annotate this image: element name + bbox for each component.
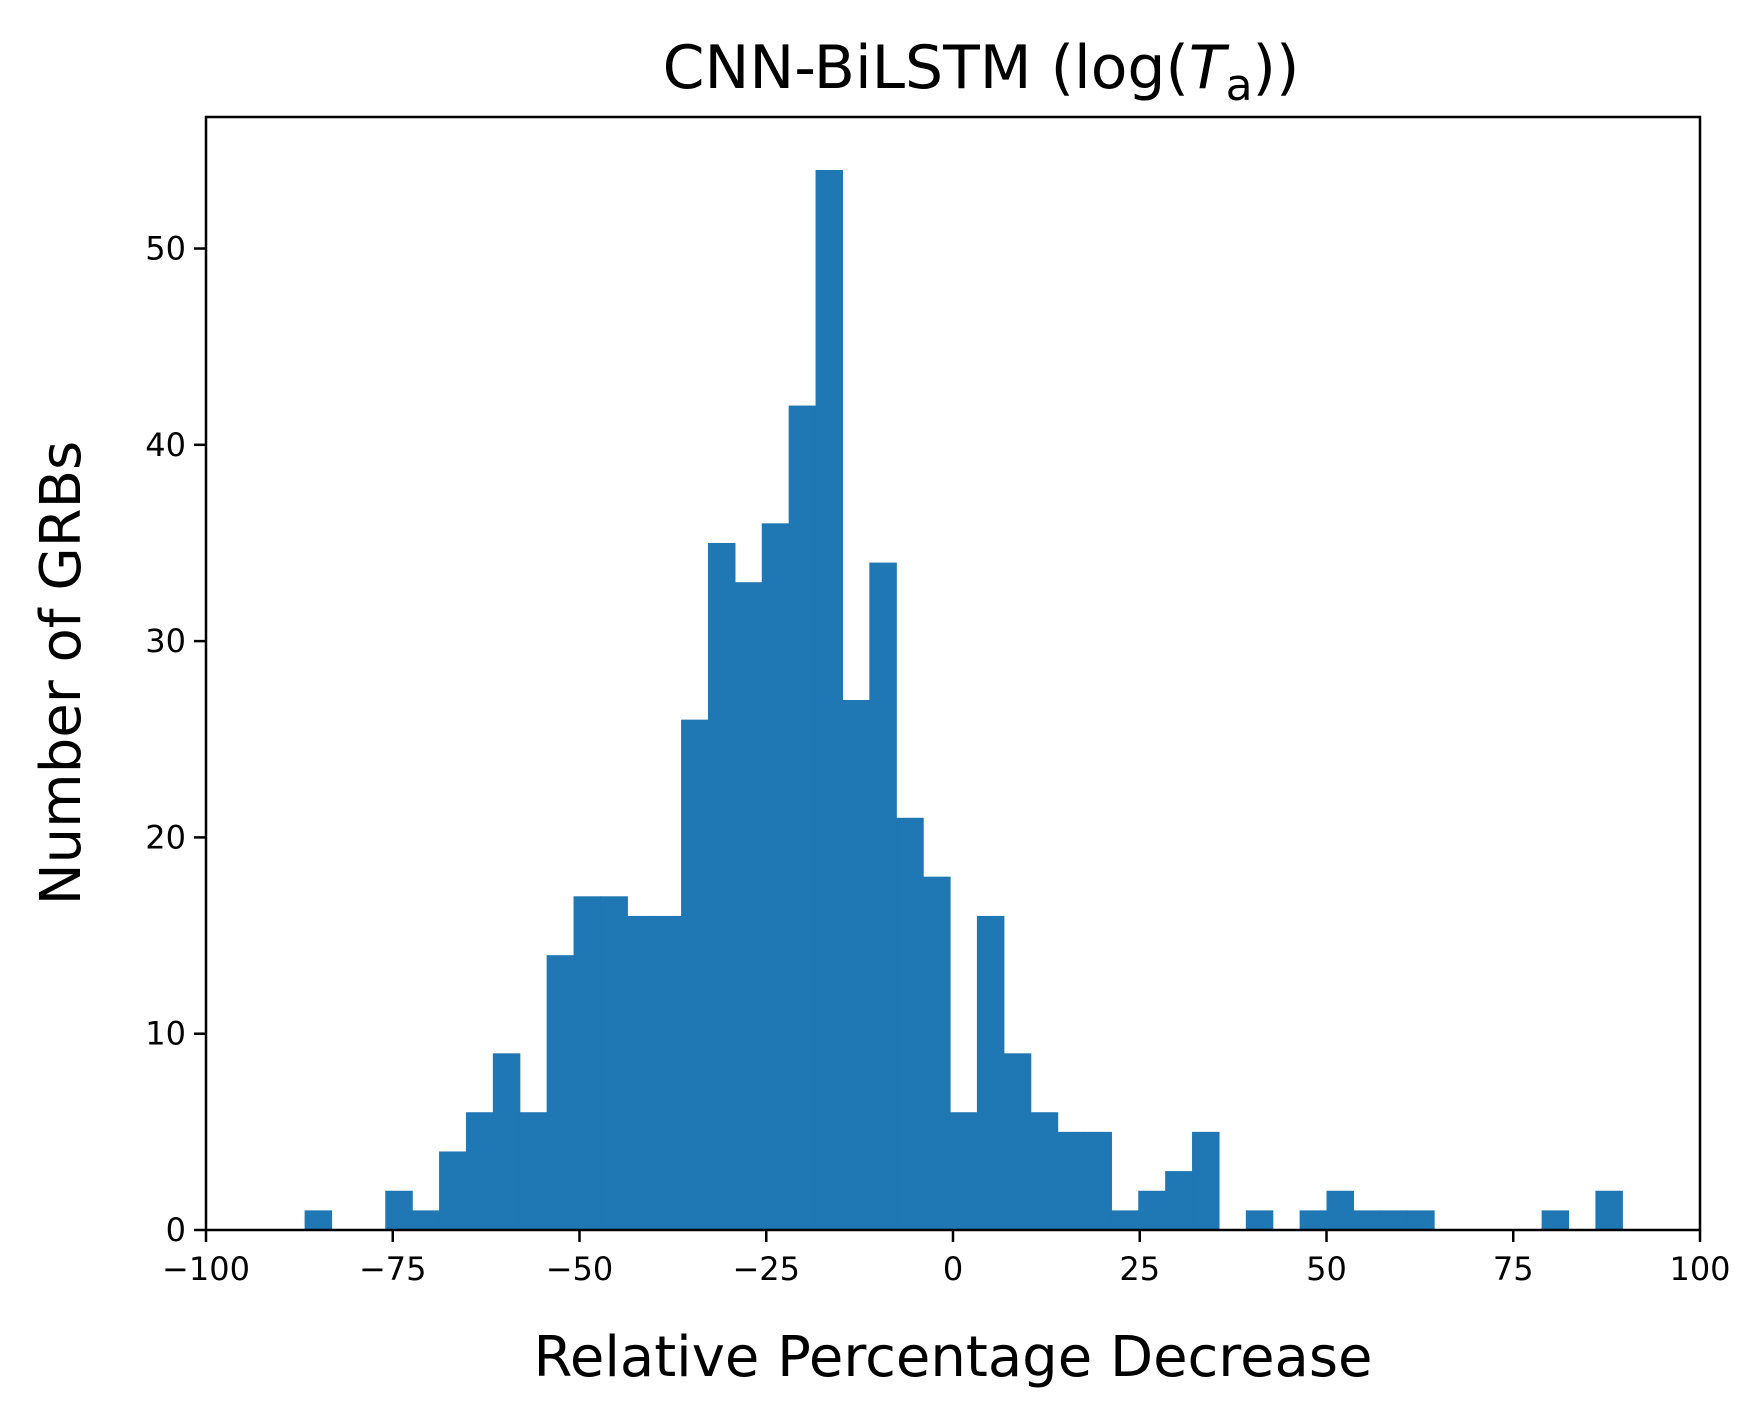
chart-title-main: CNN-BiLSTM (log( (663, 33, 1189, 103)
x-axis-label: Relative Percentage Decrease (533, 1325, 1372, 1390)
y-tick-label: 10 (145, 1015, 186, 1053)
histogram-bar (1111, 1210, 1139, 1230)
x-tick-label: −50 (546, 1250, 614, 1288)
histogram-bar (1245, 1210, 1274, 1230)
chart-title-end: )) (1253, 33, 1300, 103)
histogram-bar (439, 1151, 467, 1230)
histogram-bar (842, 700, 870, 1230)
histogram-bar (1084, 1131, 1112, 1230)
histogram-bar (465, 1112, 494, 1230)
x-tick-label: 0 (943, 1250, 963, 1288)
histogram-bar (869, 562, 897, 1230)
histogram-bar (923, 876, 951, 1230)
chart-title-variable: T (1189, 33, 1230, 103)
histogram-bars (304, 170, 1623, 1230)
y-axis-label: Number of GRBs (29, 441, 94, 905)
y-tick-label: 0 (166, 1211, 186, 1249)
histogram-bar (761, 523, 790, 1230)
y-tick-label: 30 (145, 622, 186, 660)
histogram-bar (385, 1190, 413, 1230)
histogram-bar (1299, 1210, 1328, 1230)
x-tick-label: −100 (162, 1250, 250, 1288)
y-tick-label: 40 (145, 426, 186, 464)
x-tick-label: 75 (1493, 1250, 1534, 1288)
histogram-bar (546, 955, 575, 1230)
y-axis-ticks: 0 10 20 30 40 50 (145, 230, 206, 1249)
histogram-bar (1165, 1171, 1193, 1230)
histogram-bar (600, 896, 628, 1230)
histogram-bar (1057, 1131, 1086, 1230)
histogram-bar (950, 1112, 978, 1230)
chart-title-subscript: a (1226, 60, 1253, 111)
histogram-bar (1353, 1210, 1381, 1230)
histogram-bar (519, 1112, 548, 1230)
histogram-bar (815, 170, 844, 1230)
histogram-bar (896, 817, 924, 1230)
plot-frame (204, 115, 1702, 1232)
histogram-bar (1326, 1190, 1354, 1230)
histogram-bar (1407, 1210, 1435, 1230)
histogram-bar (681, 719, 709, 1230)
x-tick-label: −75 (359, 1250, 427, 1288)
histogram-bar (412, 1210, 440, 1230)
histogram-bar (788, 405, 817, 1230)
histogram-bar (1030, 1112, 1059, 1230)
histogram-bar (304, 1210, 333, 1230)
histogram-bar (734, 582, 763, 1230)
histogram-bar (1138, 1190, 1166, 1230)
y-tick-label: 50 (145, 230, 186, 268)
histogram-bar (573, 896, 602, 1230)
histogram-bar (1595, 1190, 1623, 1230)
histogram-bar (976, 915, 1005, 1230)
histogram-bar (654, 915, 682, 1230)
x-tick-label: −25 (732, 1250, 800, 1288)
x-tick-label: 50 (1306, 1250, 1347, 1288)
chart-title: CNN-BiLSTM (log(Ta)) (663, 33, 1300, 111)
histogram-bar (1003, 1053, 1032, 1230)
histogram-bar (492, 1053, 521, 1230)
x-axis-ticks: −100 −75 −50 −25 0 25 50 75 100 (162, 1230, 1731, 1288)
histogram-bar (1541, 1210, 1570, 1230)
x-tick-label: 100 (1669, 1250, 1730, 1288)
histogram-bar (627, 915, 655, 1230)
y-tick-label: 20 (145, 818, 186, 856)
histogram-bar (1192, 1131, 1220, 1230)
x-tick-label: 25 (1119, 1250, 1160, 1288)
histogram-bar (707, 542, 736, 1230)
histogram-bar (1380, 1210, 1408, 1230)
